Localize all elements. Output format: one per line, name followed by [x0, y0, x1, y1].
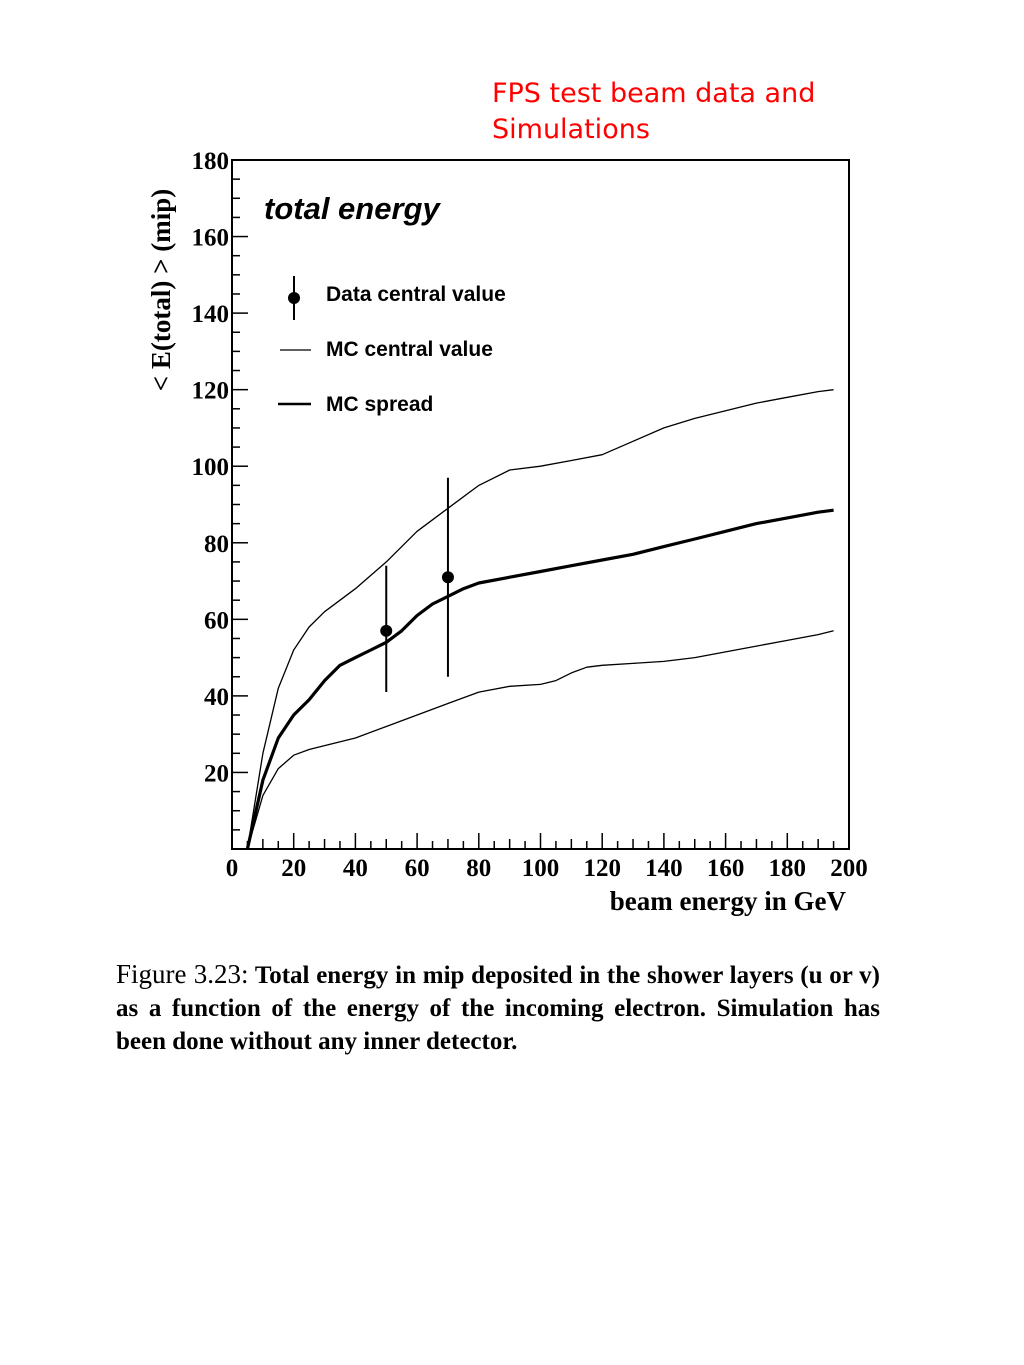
data-point	[441, 571, 454, 584]
axis-ticks	[231, 159, 850, 850]
x-tick-label: 120	[583, 855, 621, 882]
x-tick-label: 40	[343, 855, 368, 882]
mc-central-line	[245, 508, 834, 850]
annotation-line-1: FPS test beam data and	[492, 78, 816, 109]
annotation-text: FPS test beam data and Simulations	[492, 76, 912, 148]
x-tick-label: 160	[707, 855, 745, 882]
x-tick-label: 20	[281, 855, 306, 882]
legend-label-mc-central: MC central value	[326, 338, 493, 361]
y-tick-label: 60	[204, 607, 229, 634]
legend-label-mc-spread: MC spread	[326, 393, 433, 416]
y-tick-label: 20	[204, 760, 229, 787]
series-group	[245, 389, 834, 850]
legend: Data central value MC central value MC s…	[278, 276, 506, 416]
y-tick-label: 100	[192, 454, 230, 481]
y-tick-label: 120	[192, 378, 230, 405]
tick-labels: 0 20 40 60 80 100 120 140 160 180 200 20 40 60 80 100 12…	[192, 148, 868, 882]
energy-chart: 0 20 40 60 80 100 120 140 160 180 200 20 40 60 80 100 12…	[146, 148, 868, 916]
caption-text: Total energy in mip deposited in the sho…	[116, 962, 880, 1055]
x-tick-label: 80	[466, 855, 491, 882]
y-tick-label: 80	[204, 531, 229, 558]
y-tick-label: 160	[192, 225, 230, 252]
legend-label-data: Data central value	[326, 283, 506, 306]
caption-label: Figure 3.23:	[116, 959, 249, 989]
x-axis-label: beam energy in GeV	[610, 886, 847, 916]
x-tick-label: 200	[830, 855, 868, 882]
y-tick-label: 180	[192, 148, 230, 175]
y-tick-label: 40	[204, 684, 229, 711]
y-axis-label: < E(total) > (mip)	[146, 189, 176, 392]
annotation-line-2: Simulations	[492, 114, 650, 145]
legend-marker-data-point	[288, 292, 300, 304]
y-tick-label: 140	[192, 301, 230, 328]
mc-spread-upper-line	[246, 389, 834, 850]
x-tick-label: 140	[645, 855, 683, 882]
x-tick-label: 100	[522, 855, 560, 882]
x-tick-label: 180	[769, 855, 807, 882]
chart-title: total energy	[264, 191, 441, 226]
data-point	[380, 624, 393, 637]
mc-spread-lower-line	[246, 630, 834, 850]
x-tick-label: 0	[226, 855, 239, 882]
x-tick-label: 60	[405, 855, 430, 882]
figure-caption: Figure 3.23: Total energy in mip deposit…	[116, 958, 880, 1058]
